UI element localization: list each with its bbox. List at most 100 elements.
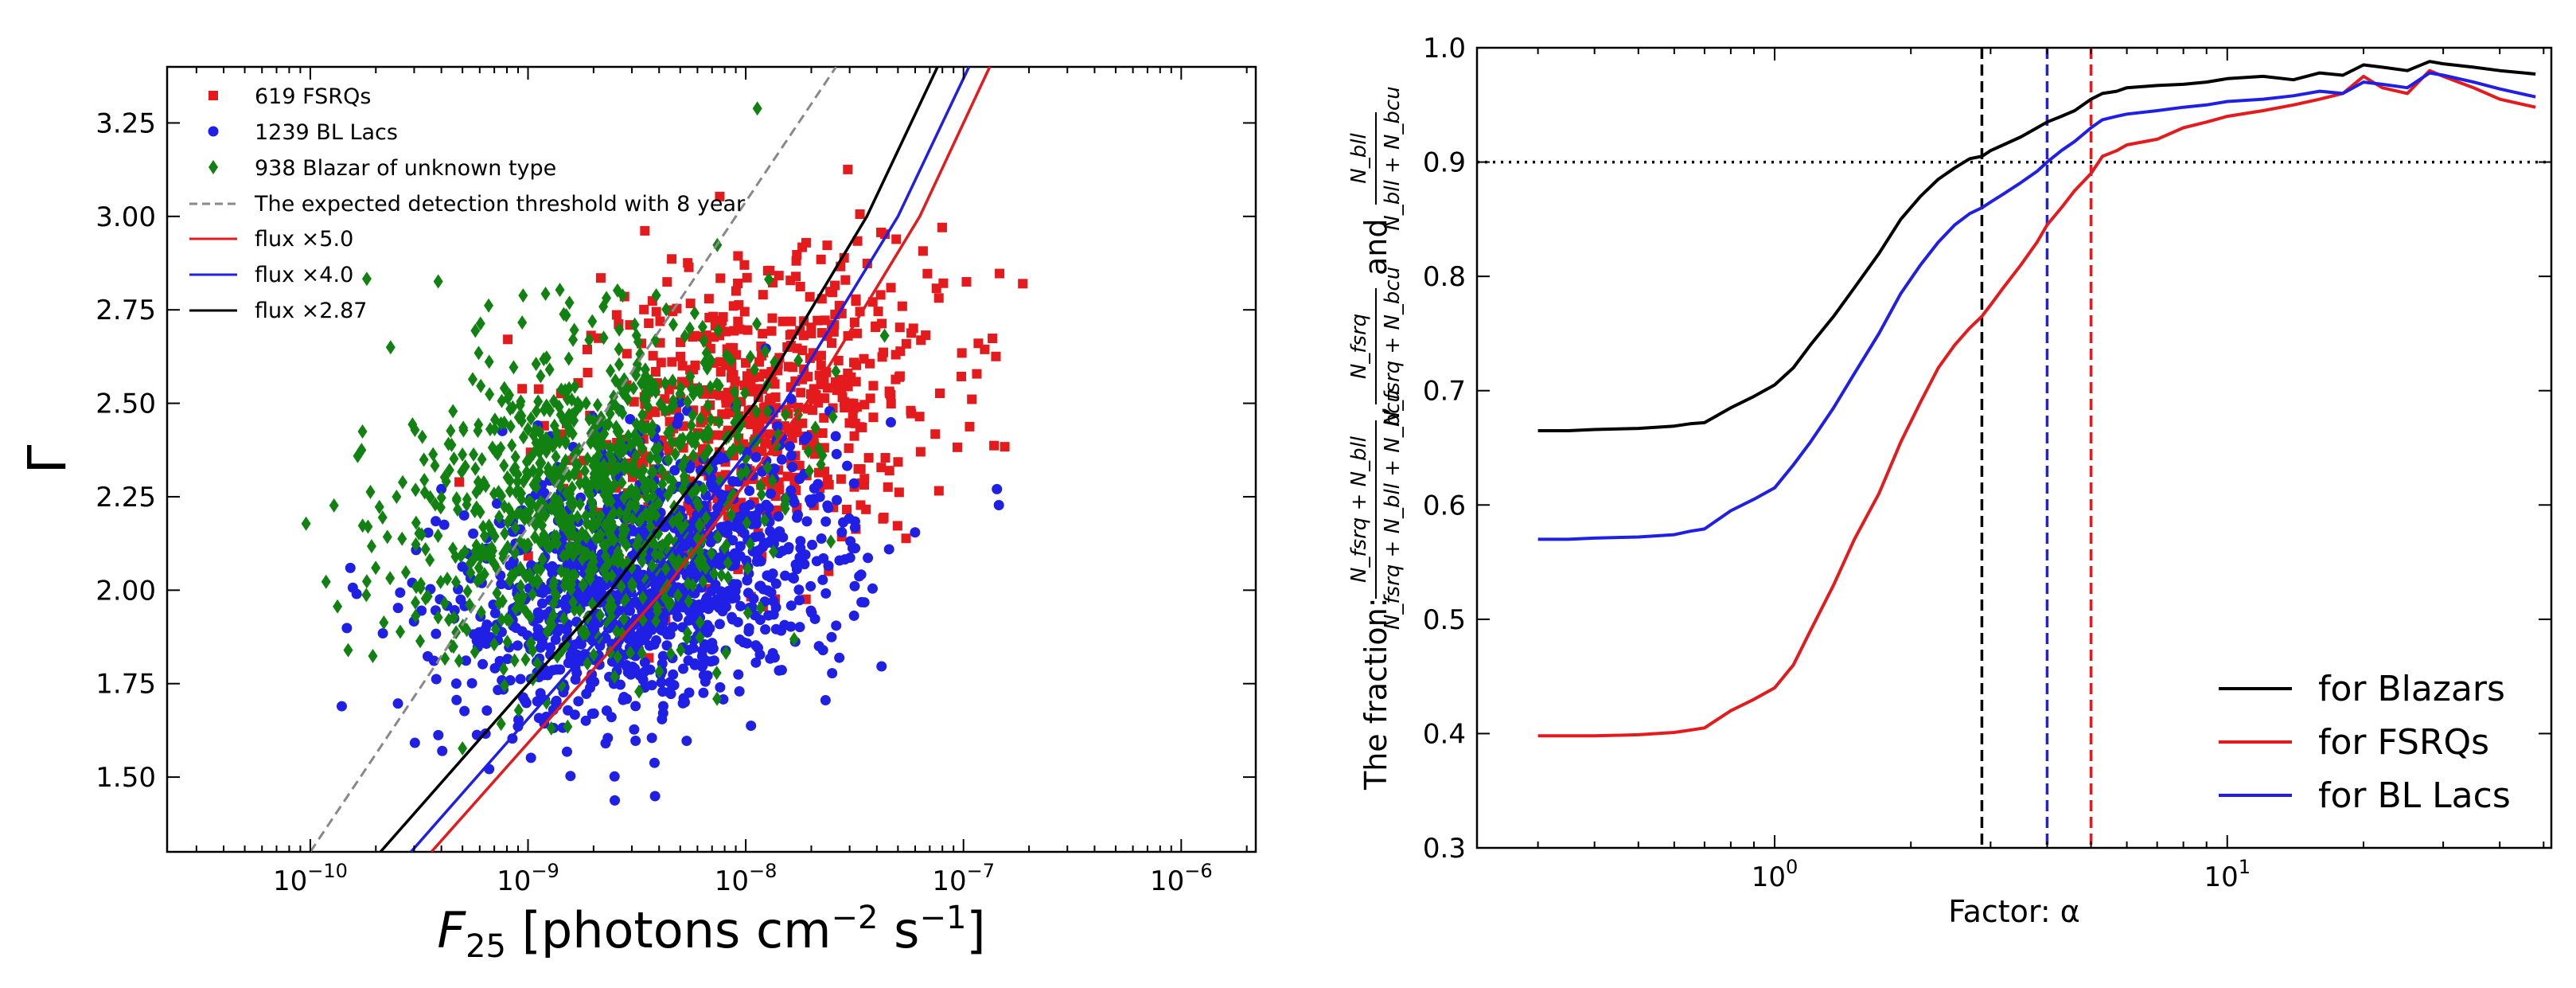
bllac-point (750, 657, 762, 668)
bcu-point (695, 517, 705, 532)
right-chart: 100 101 0.3 0.4 0.5 0.6 0.7 0.8 0.9 1.0 for Blaza… (1347, 33, 2553, 929)
bcu-point (595, 527, 606, 542)
bcu-point (560, 435, 571, 451)
bllac-point (431, 516, 442, 527)
bllac-point (341, 623, 353, 634)
bllac-point (767, 647, 778, 658)
bcu-point (745, 350, 755, 365)
fsrq-point (730, 376, 740, 386)
fsrq-point (770, 403, 781, 413)
fsrq-point (906, 408, 917, 419)
bllac-point (876, 661, 887, 672)
fsrq-point (859, 400, 870, 410)
bcu-point (357, 424, 368, 439)
bllac-point (515, 674, 526, 685)
bllac-point (809, 613, 820, 624)
bcu-point (414, 526, 424, 541)
bllac-point (776, 454, 787, 465)
bcu-point (503, 391, 513, 406)
bcu-point (526, 411, 536, 426)
bcu-point (711, 666, 722, 681)
bllac-point (747, 512, 758, 523)
fsrq-point (855, 422, 865, 432)
bcu-point (614, 548, 625, 563)
fsrq-point (828, 287, 838, 298)
bcu-point (528, 446, 539, 461)
bcu-point (569, 603, 579, 618)
y-label-frac2-den: N_fsrq + N_bcu (1381, 267, 1405, 426)
bcu-point (675, 386, 685, 401)
bcu-point (622, 381, 632, 396)
bcu-point (515, 397, 525, 412)
fsrq-point (937, 222, 947, 232)
fsrq-point (914, 412, 925, 422)
bcu-point (489, 486, 499, 502)
bcu-point (551, 529, 562, 545)
fsrq-point (884, 466, 894, 476)
fsrq-point (1000, 442, 1010, 452)
bcu-point (368, 649, 378, 664)
bcu-point (805, 463, 815, 478)
fsrq-point (715, 273, 726, 283)
bllac-point (639, 657, 650, 668)
bllac-point (450, 678, 462, 689)
fsrq-point (894, 322, 905, 333)
bllac-point (760, 624, 771, 635)
bllac-point (801, 516, 813, 527)
fsrq-point (650, 366, 661, 377)
bcu-point (735, 441, 746, 456)
bcu-point (606, 363, 616, 378)
legend-label-fsrqs: for FSRQs (2318, 722, 2489, 763)
fsrq-point (957, 371, 967, 381)
fsrq-point (742, 272, 752, 283)
bllac-point (863, 553, 874, 564)
bcu-point (616, 579, 626, 594)
bcu-point (474, 346, 484, 361)
bcu-point (752, 101, 762, 116)
bcu-point (448, 404, 458, 419)
bcu-point (520, 652, 531, 667)
bcu-point (660, 376, 670, 391)
fsrq-point (758, 290, 768, 300)
bcu-point (415, 634, 425, 649)
bcu-point (379, 615, 389, 630)
bllac-point (847, 543, 858, 554)
bcu-point (542, 539, 552, 554)
bcu-point (417, 429, 427, 444)
bcu-point (607, 452, 618, 467)
bllac-point (458, 510, 470, 521)
bcu-point (502, 635, 512, 650)
bcu-point (752, 316, 762, 331)
bllac-point (688, 612, 699, 623)
bllac-point (769, 463, 780, 474)
fsrq-point (735, 324, 745, 334)
bcu-point (672, 513, 682, 528)
bcu-point (484, 298, 494, 313)
fsrq-point (863, 453, 874, 463)
bcu-point (505, 573, 515, 588)
bllac-point (774, 665, 785, 676)
fsrq-point (961, 277, 972, 287)
bllac-point (805, 605, 816, 616)
bcu-point (879, 328, 890, 343)
bllac-point (817, 574, 828, 585)
bcu-point (560, 383, 571, 398)
bcu-point (485, 387, 495, 402)
bllac-point (795, 543, 806, 554)
bcu-point (536, 369, 546, 384)
bcu-point (668, 317, 678, 332)
bllac-point (684, 463, 696, 474)
bcu-point (559, 509, 570, 524)
bllac-point (505, 560, 516, 571)
bllac-point (849, 522, 860, 533)
bcu-point (395, 624, 405, 639)
bcu-point (465, 556, 475, 571)
bcu-point (518, 474, 528, 489)
bllac-point (831, 620, 842, 631)
left-y-axis-label: Γ (17, 444, 78, 474)
y-tick-label: 2.75 (95, 295, 156, 326)
bllac-point (848, 610, 859, 621)
bllac-point (612, 658, 623, 670)
bllac-point (461, 655, 472, 666)
bcu-point (755, 600, 766, 615)
